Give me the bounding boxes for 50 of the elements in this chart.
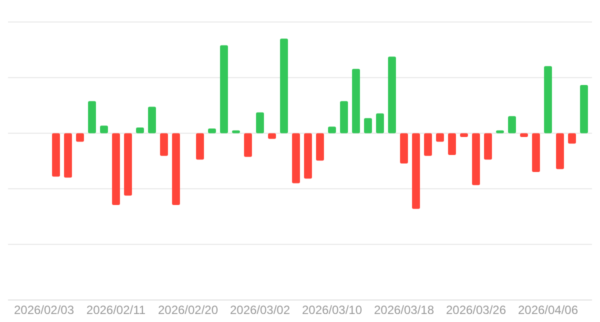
bar (400, 133, 408, 164)
bar (316, 133, 324, 161)
bar (100, 126, 108, 134)
bar (412, 133, 420, 209)
bar (484, 133, 492, 160)
bar (508, 116, 516, 134)
x-tick-label: 2026/03/18 (374, 303, 434, 317)
bar (436, 133, 444, 142)
bar (328, 126, 336, 134)
bar (160, 133, 168, 156)
bar (472, 133, 480, 186)
bar (136, 128, 144, 134)
bar (340, 101, 348, 134)
bar (280, 38, 288, 134)
bar (112, 133, 120, 206)
bar (172, 133, 180, 206)
bar (76, 133, 84, 142)
bar (364, 118, 372, 134)
bar (580, 84, 588, 134)
x-tick-label: 2026/02/11 (86, 303, 146, 317)
bar (196, 133, 204, 160)
bar (352, 68, 360, 134)
x-tick-label: 2026/03/10 (302, 303, 362, 317)
bar (208, 128, 216, 134)
bar (268, 133, 276, 139)
bar (544, 66, 552, 134)
bar (52, 133, 60, 177)
bar (448, 133, 456, 155)
bar (124, 133, 132, 196)
bar (304, 133, 312, 179)
bar (532, 133, 540, 172)
x-tick-label: 2026/02/20 (158, 303, 218, 317)
bar (376, 113, 384, 134)
x-tick-label: 2026/03/02 (230, 303, 290, 317)
bar (568, 133, 576, 144)
bar (244, 133, 252, 157)
bar (520, 133, 528, 137)
bar (388, 56, 396, 134)
x-tick-label: 2026/02/03 (14, 303, 74, 317)
bar (292, 133, 300, 184)
bar (256, 112, 264, 134)
bar (148, 106, 156, 134)
x-tick-label: 2026/04/06 (518, 303, 578, 317)
bar (64, 133, 72, 178)
bar (220, 45, 228, 134)
bar (556, 133, 564, 170)
bar (88, 101, 96, 134)
x-tick-label: 2026/03/26 (446, 303, 506, 317)
bar (424, 133, 432, 156)
bar (460, 133, 468, 137)
